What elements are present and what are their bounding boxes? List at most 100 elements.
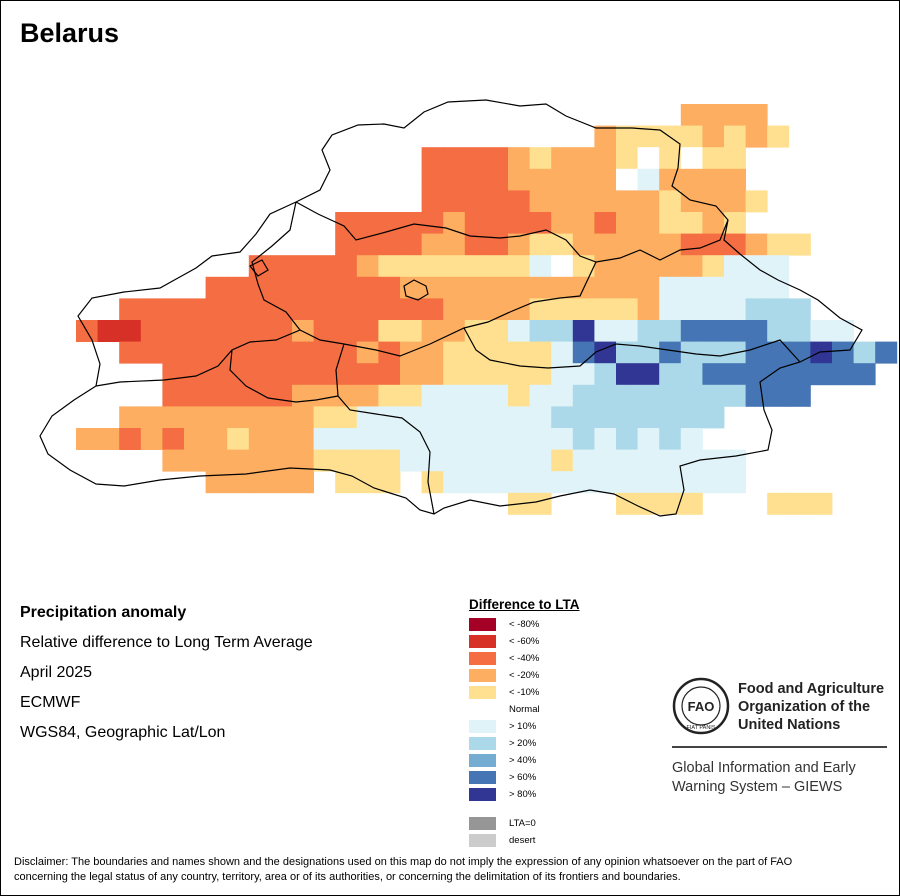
anomaly-cell: [680, 233, 703, 256]
anomaly-cell: [335, 363, 358, 386]
national-border: [39, 99, 863, 517]
anomaly-cell: [400, 341, 422, 364]
anomaly-cell: [788, 363, 811, 386]
anomaly-cell: [594, 341, 617, 364]
anomaly-cell: [616, 363, 638, 386]
anomaly-cell: [659, 255, 682, 278]
anomaly-cell: [400, 276, 422, 299]
anomaly-cell: [335, 341, 358, 364]
north-inner-border: [249, 259, 269, 277]
anomaly-cell: [443, 384, 466, 407]
legend-item: > 10%: [469, 718, 580, 735]
anomaly-cell: [551, 471, 574, 494]
anomaly-cell: [508, 449, 530, 472]
anomaly-cell: [464, 255, 487, 278]
legend-label: < -10%: [509, 687, 540, 698]
anomaly-cell: [594, 125, 617, 148]
anomaly-cell: [292, 298, 314, 321]
anomaly-cell: [616, 341, 638, 364]
anomaly-cell: [313, 363, 336, 386]
anomaly-cell: [551, 428, 574, 450]
anomaly-cell: [810, 320, 833, 342]
anomaly-cell: [680, 298, 703, 321]
anomaly-cell: [724, 471, 746, 494]
anomaly-cell: [853, 341, 876, 364]
anomaly-cell: [335, 298, 358, 321]
anomaly-cell: [680, 492, 703, 515]
anomaly-cell: [551, 449, 574, 472]
anomaly-cell: [335, 233, 358, 256]
anomaly-cell: [378, 212, 401, 234]
anomaly-cell: [702, 233, 725, 256]
anomaly-cell: [551, 255, 574, 278]
anomaly-cell: [184, 406, 206, 429]
anomaly-cell: [292, 384, 314, 407]
anomaly-cell: [335, 406, 358, 429]
anomaly-cell: [659, 168, 682, 191]
anomaly-cell: [184, 384, 206, 407]
anomaly-cell: [378, 276, 401, 299]
anomaly-cell: [443, 298, 466, 321]
anomaly-cell: [227, 406, 250, 429]
anomaly-cell: [659, 320, 682, 342]
legend-label: Normal: [509, 704, 540, 715]
anomaly-cell: [486, 363, 509, 386]
anomaly-cell: [356, 233, 379, 256]
anomaly-cell: [443, 168, 466, 191]
anomaly-cell: [162, 449, 185, 472]
anomaly-cell: [508, 212, 530, 234]
anomaly-cell: [421, 168, 444, 191]
anomaly-cell: [680, 406, 703, 429]
anomaly-cell: [616, 125, 638, 148]
anomaly-cell: [788, 298, 811, 321]
anomaly-cell: [421, 320, 444, 342]
anomaly-cell: [378, 384, 401, 407]
anomaly-cell: [745, 233, 768, 256]
legend-extra-item: LTA=0: [469, 815, 580, 832]
legend-label: > 10%: [509, 721, 537, 732]
anomaly-cell: [551, 276, 574, 299]
anomaly-cell: [637, 471, 660, 494]
anomaly-cell: [724, 190, 746, 213]
anomaly-cell: [184, 341, 206, 364]
fao-logo-text: FAO: [688, 699, 715, 714]
anomaly-cell: [637, 406, 660, 429]
anomaly-cell: [767, 363, 790, 386]
anomaly-cell: [724, 147, 746, 170]
anomaly-cell: [616, 428, 638, 450]
legend-item: > 60%: [469, 769, 580, 786]
anomaly-cell: [508, 233, 530, 256]
anomaly-cell: [421, 449, 444, 472]
fao-logo-icon: FAO FIAT PANIS: [672, 677, 730, 735]
anomaly-cell: [378, 363, 401, 386]
anomaly-cell: [248, 363, 271, 386]
legend-swatch: [469, 703, 496, 716]
anomaly-cell: [205, 449, 228, 472]
country-boundary: [39, 99, 863, 517]
anomaly-cell: [810, 341, 833, 364]
anomaly-cell: [767, 492, 790, 515]
anomaly-cell: [637, 320, 660, 342]
anomaly-cell: [680, 104, 703, 126]
anomaly-cell: [464, 363, 487, 386]
anomaly-cell: [659, 298, 682, 321]
anomaly-cell: [486, 428, 509, 450]
region-border-southwest: [229, 349, 339, 403]
anomaly-cell: [421, 212, 444, 234]
anomaly-cell: [443, 320, 466, 342]
anomaly-cell: [443, 471, 466, 494]
anomaly-cell: [724, 320, 746, 342]
anomaly-cell: [508, 341, 530, 364]
anomaly-cell: [572, 384, 595, 407]
anomaly-cell: [464, 320, 487, 342]
anomaly-cell: [637, 125, 660, 148]
anomaly-cell: [378, 406, 401, 429]
anomaly-cell: [421, 276, 444, 299]
anomaly-cell: [356, 276, 379, 299]
anomaly-cell: [616, 276, 638, 299]
anomaly-cell: [248, 449, 271, 472]
anomaly-cell: [745, 190, 768, 213]
anomaly-cell: [529, 298, 552, 321]
anomaly-cell: [508, 363, 530, 386]
anomaly-cell: [400, 449, 422, 472]
